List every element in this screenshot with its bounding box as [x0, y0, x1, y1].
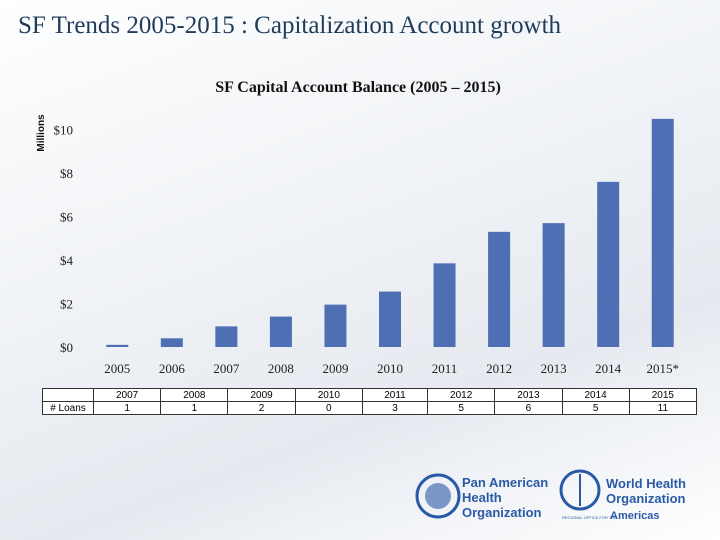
table-row: 2007 2008 2009 2010 2011 2012 2013 2014 2015 — [42, 388, 698, 402]
table-cell: 5 — [561, 401, 630, 415]
bar — [324, 304, 347, 347]
x-tick-label: 2013 — [541, 361, 567, 376]
x-tick-label: 2010 — [377, 361, 403, 376]
bar — [379, 291, 401, 347]
y-tick-label: $0 — [60, 340, 73, 355]
bar — [215, 326, 238, 347]
table-cell: 2010 — [294, 388, 363, 402]
logo-text: World Health — [606, 476, 686, 491]
who-logo: World Health Organization REGIONAL OFFIC… — [559, 469, 686, 522]
x-tick-label: 2009 — [322, 361, 348, 376]
logo-text: REGIONAL OFFICE FOR THE — [562, 515, 617, 520]
table-cell: 2009 — [227, 388, 296, 402]
table-cell: 0 — [294, 401, 363, 415]
table-cell: 3 — [361, 401, 429, 415]
bar — [433, 263, 456, 347]
who-emblem — [559, 469, 601, 511]
logo-text: Health — [462, 490, 502, 505]
table-cell: 2011 — [361, 388, 429, 402]
logo-text: Americas — [610, 510, 660, 522]
loans-table: 2007 2008 2009 2010 2011 2012 2013 2014 2015 # Lo… — [42, 388, 698, 415]
y-tick-label: $6 — [60, 210, 74, 225]
x-tick-label: 2008 — [268, 361, 294, 376]
table-cell: 6 — [494, 401, 563, 415]
table-cell: 2007 — [92, 388, 162, 402]
bar — [269, 316, 292, 347]
table-cell: 2 — [227, 401, 296, 415]
y-tick-label: $10 — [54, 123, 74, 138]
y-tick-label: $2 — [60, 297, 73, 312]
table-cell: 5 — [427, 401, 496, 415]
table-cell: 2015 — [628, 388, 698, 402]
bar — [651, 118, 674, 347]
table-cell: 1 — [92, 401, 162, 415]
logo-text: Pan American — [462, 475, 548, 490]
bar — [597, 181, 620, 347]
logo-text: Organization — [462, 505, 542, 520]
x-tick-label: 2006 — [159, 361, 186, 376]
x-tick-label: 2012 — [486, 361, 512, 376]
chart-title: SF Capital Account Balance (2005 – 2015) — [215, 79, 501, 96]
table-cell — [42, 388, 94, 402]
y-tick-label: $8 — [60, 166, 73, 181]
x-tick-label: 2005 — [104, 361, 130, 376]
table-cell: 2012 — [427, 388, 496, 402]
paho-globe — [425, 483, 451, 509]
y-axis-label: Millions — [36, 114, 47, 152]
y-tick-label: $4 — [60, 253, 74, 268]
table-cell: 2014 — [561, 388, 630, 402]
paho-logo: Pan American Health Organization — [415, 473, 548, 520]
bar — [542, 223, 565, 347]
x-tick-label: 2007 — [213, 361, 240, 376]
bar — [160, 338, 183, 347]
bar — [488, 231, 511, 347]
x-tick-label: 2011 — [432, 361, 458, 376]
paho-emblem — [415, 473, 461, 519]
bar — [106, 344, 129, 347]
table-cell: 1 — [160, 401, 229, 415]
x-tick-label: 2014 — [595, 361, 622, 376]
logo-text: Organization — [606, 491, 686, 506]
table-cell: 2008 — [160, 388, 229, 402]
table-row: # Loans 1 1 2 0 3 5 6 5 11 — [42, 401, 698, 415]
x-tick-label: 2015* — [646, 361, 679, 376]
table-cell: 11 — [628, 401, 698, 415]
table-cell: # Loans — [42, 401, 94, 415]
table-cell: 2013 — [494, 388, 563, 402]
slide-title: SF Trends 2005-2015 : Capitalization Acc… — [18, 12, 562, 39]
